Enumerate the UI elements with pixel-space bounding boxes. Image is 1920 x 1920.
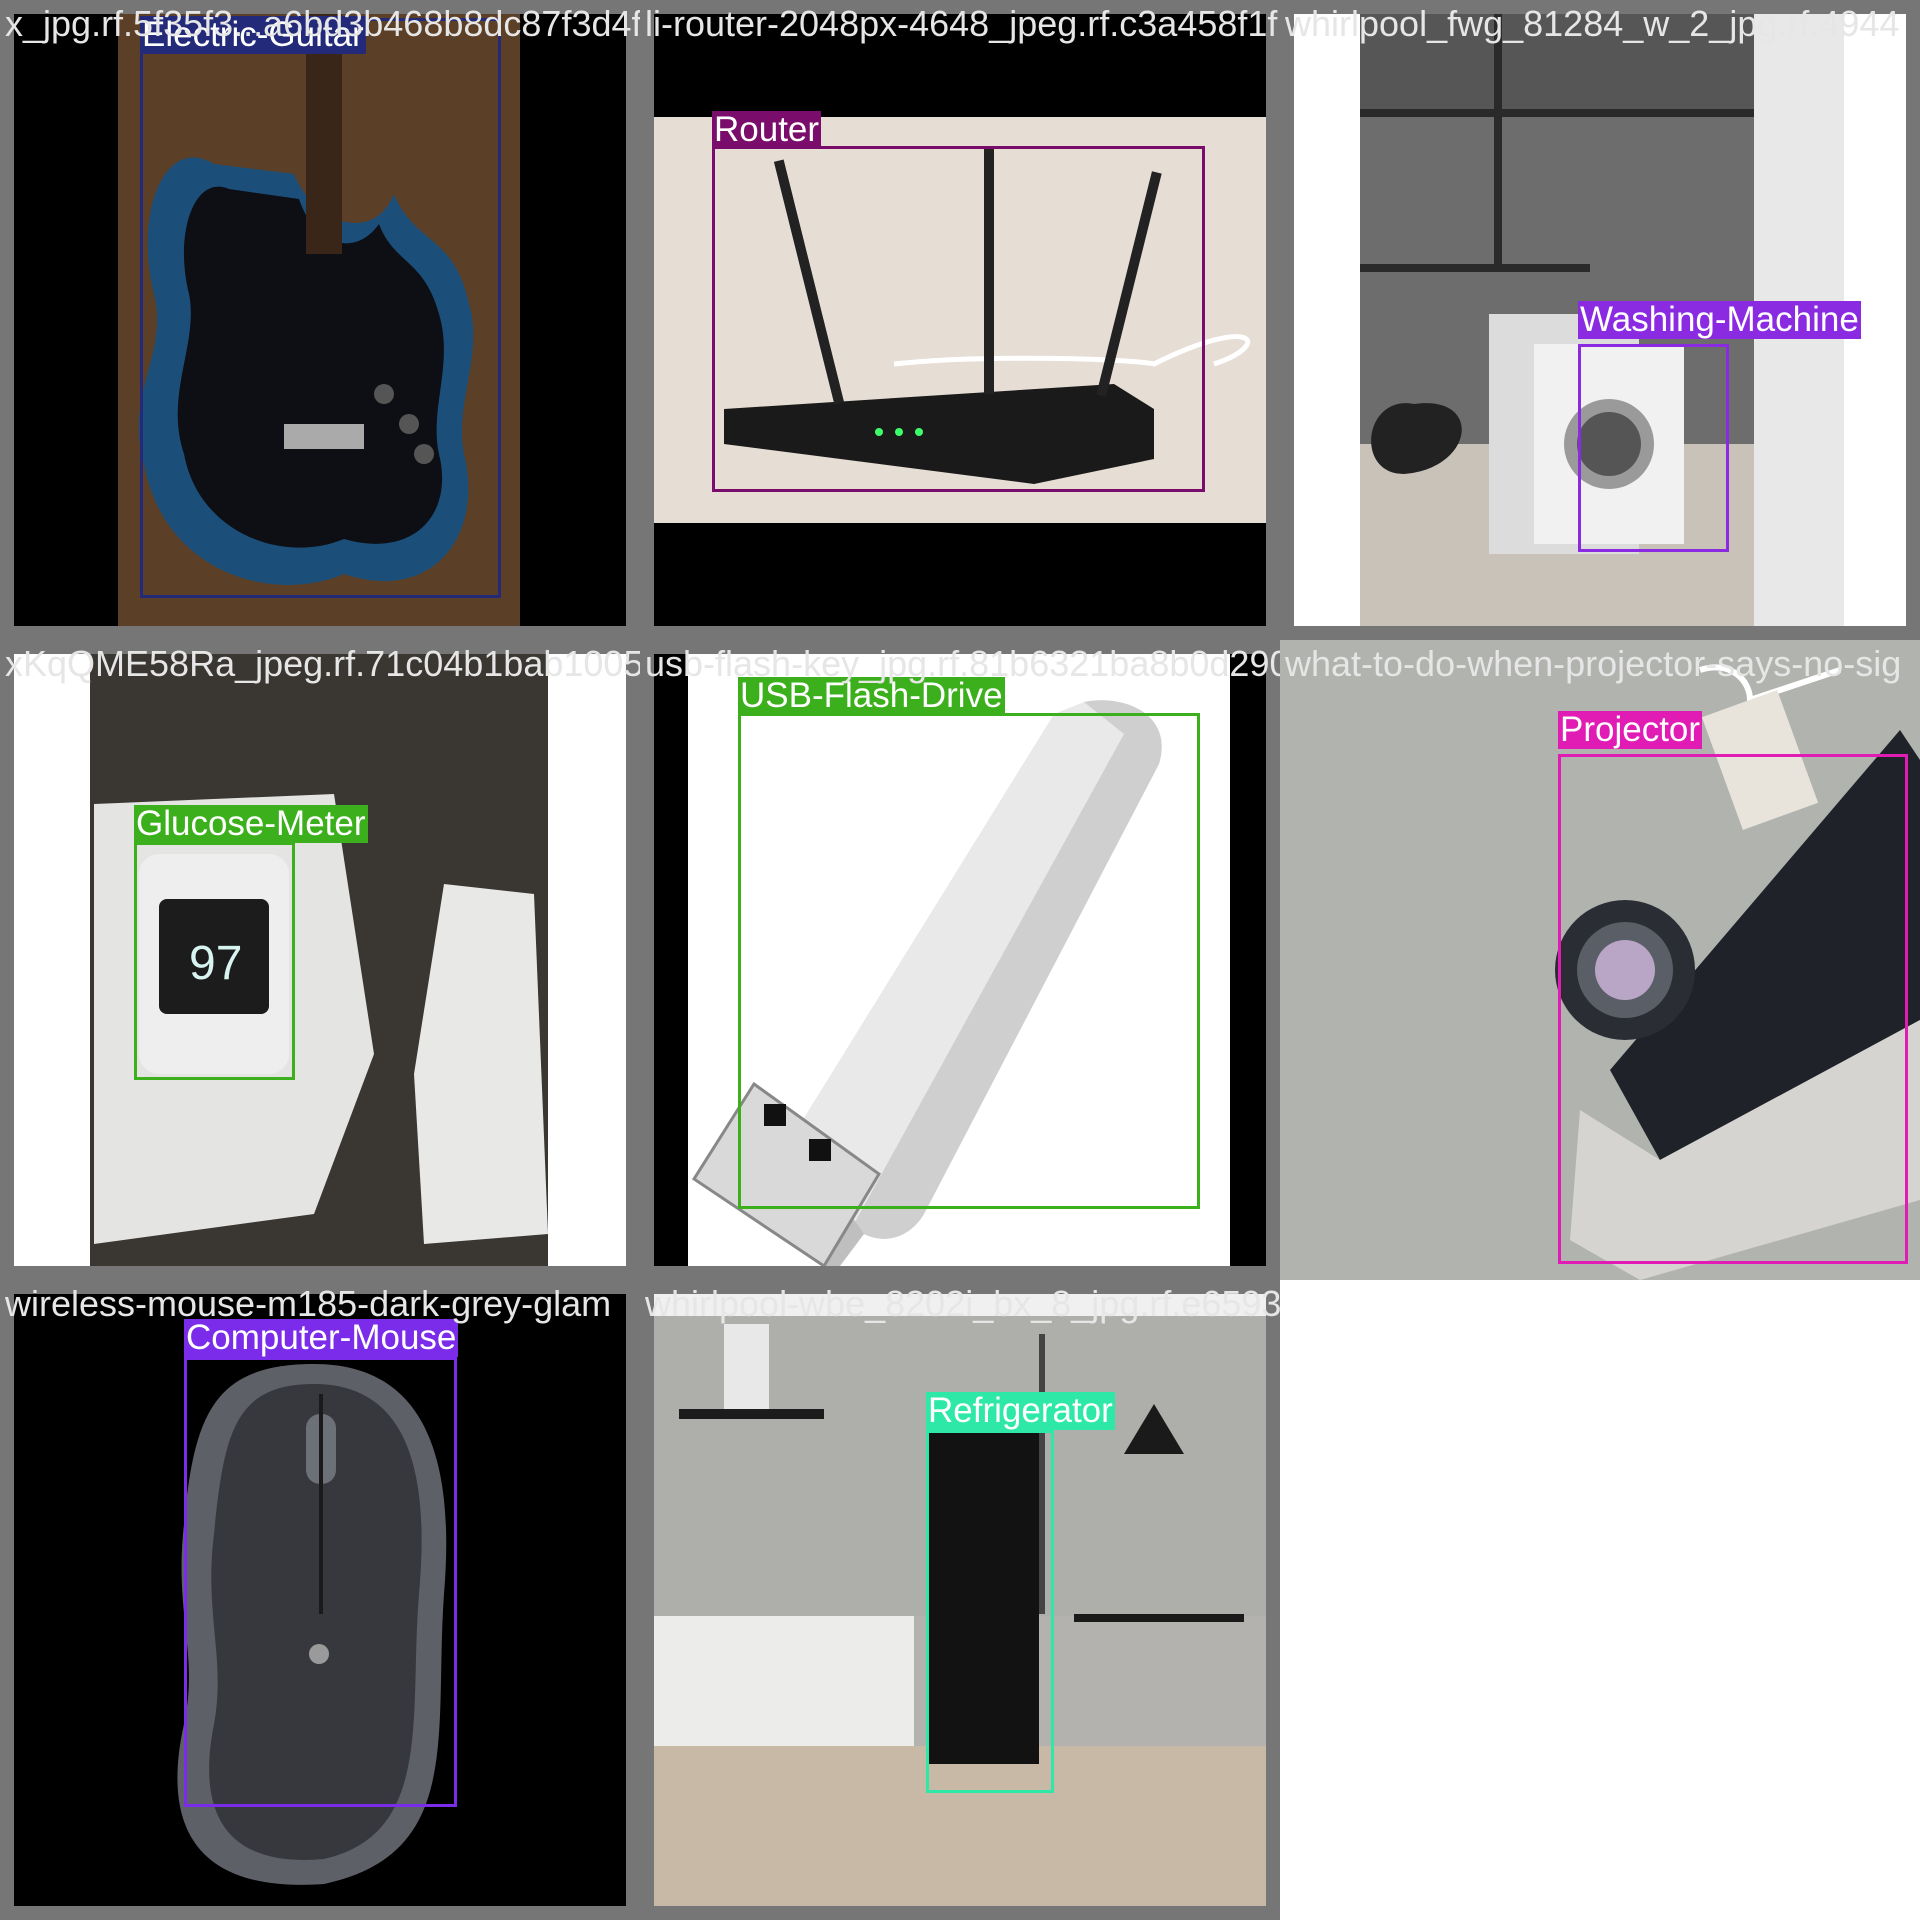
tile-refrigerator: whirlpool-wbe_8202i_bx_8_jpg.rf.e6593055… xyxy=(640,1280,1280,1920)
file-name: xKqQME58Ra_jpeg.rf.71c04b1bab1005f1f5e4f… xyxy=(5,643,640,684)
class-label: Glucose-Meter xyxy=(134,804,368,843)
bounding-box xyxy=(184,1357,457,1807)
tile-projector: what-to-do-when-projector-says-no-sig Pr… xyxy=(1280,640,1920,1280)
tile-glucose-meter: 97 xKqQME58Ra_jpeg.rf.71c04b1bab1005f1f5… xyxy=(0,640,640,1280)
bounding-box xyxy=(1558,754,1908,1264)
bounding-box xyxy=(140,18,501,598)
file-name: wireless-mouse-m185-dark-grey-glam xyxy=(5,1283,612,1324)
bounding-box xyxy=(712,146,1205,492)
class-label: Computer-Mouse xyxy=(184,1318,459,1357)
bounding-box xyxy=(1578,344,1729,552)
photo-refrigerator xyxy=(654,1294,1266,1906)
bounding-box xyxy=(926,1430,1054,1793)
class-label: USB-Flash-Drive xyxy=(738,676,1005,715)
file-name: whirlpool_fwg_81284_w_2_jpg.rf.4944 xyxy=(1285,3,1900,44)
tile-computer-mouse: wireless-mouse-m185-dark-grey-glam Compu… xyxy=(0,1280,640,1920)
bounding-box xyxy=(738,713,1200,1209)
class-label: Washing-Machine xyxy=(1578,300,1861,339)
tile-electric-guitar: x_jpg.rf.5f35f3...a6bd3b468b8dc87f3d4f38… xyxy=(0,0,640,640)
photo-usb-flash-drive xyxy=(654,654,1266,1266)
class-label: Refrigerator xyxy=(926,1391,1115,1430)
class-label: Electric-Guitar xyxy=(140,15,366,54)
photo-glucose-meter: 97 xyxy=(14,654,626,1266)
class-label: Router xyxy=(712,110,822,149)
tile-router: li-router-2048px-4648_jpeg.rf.c3a458f1f … xyxy=(640,0,1280,640)
photo-electric-guitar xyxy=(14,14,626,626)
class-label: Projector xyxy=(1558,710,1703,749)
file-name: what-to-do-when-projector-says-no-sig xyxy=(1285,643,1902,684)
file-name: x_jpg.rf.5f35f3...a6bd3b468b8dc87f3d4f38… xyxy=(5,3,640,44)
tile-usb-flash-drive: usb-flash-key_jpg.rf.81b6321ba8b0d290214… xyxy=(640,640,1280,1280)
tile-washing-machine: whirlpool_fwg_81284_w_2_jpg.rf.4944 Wash… xyxy=(1280,0,1920,640)
file-name: usb-flash-key_jpg.rf.81b6321ba8b0d290214 xyxy=(645,643,1280,684)
bounding-box xyxy=(134,842,295,1080)
svg-text:97: 97 xyxy=(189,937,242,990)
file-name: li-router-2048px-4648_jpeg.rf.c3a458f1f xyxy=(645,3,1278,44)
file-name: whirlpool-wbe_8202i_bx_8_jpg.rf.e6593055 xyxy=(645,1283,1280,1324)
